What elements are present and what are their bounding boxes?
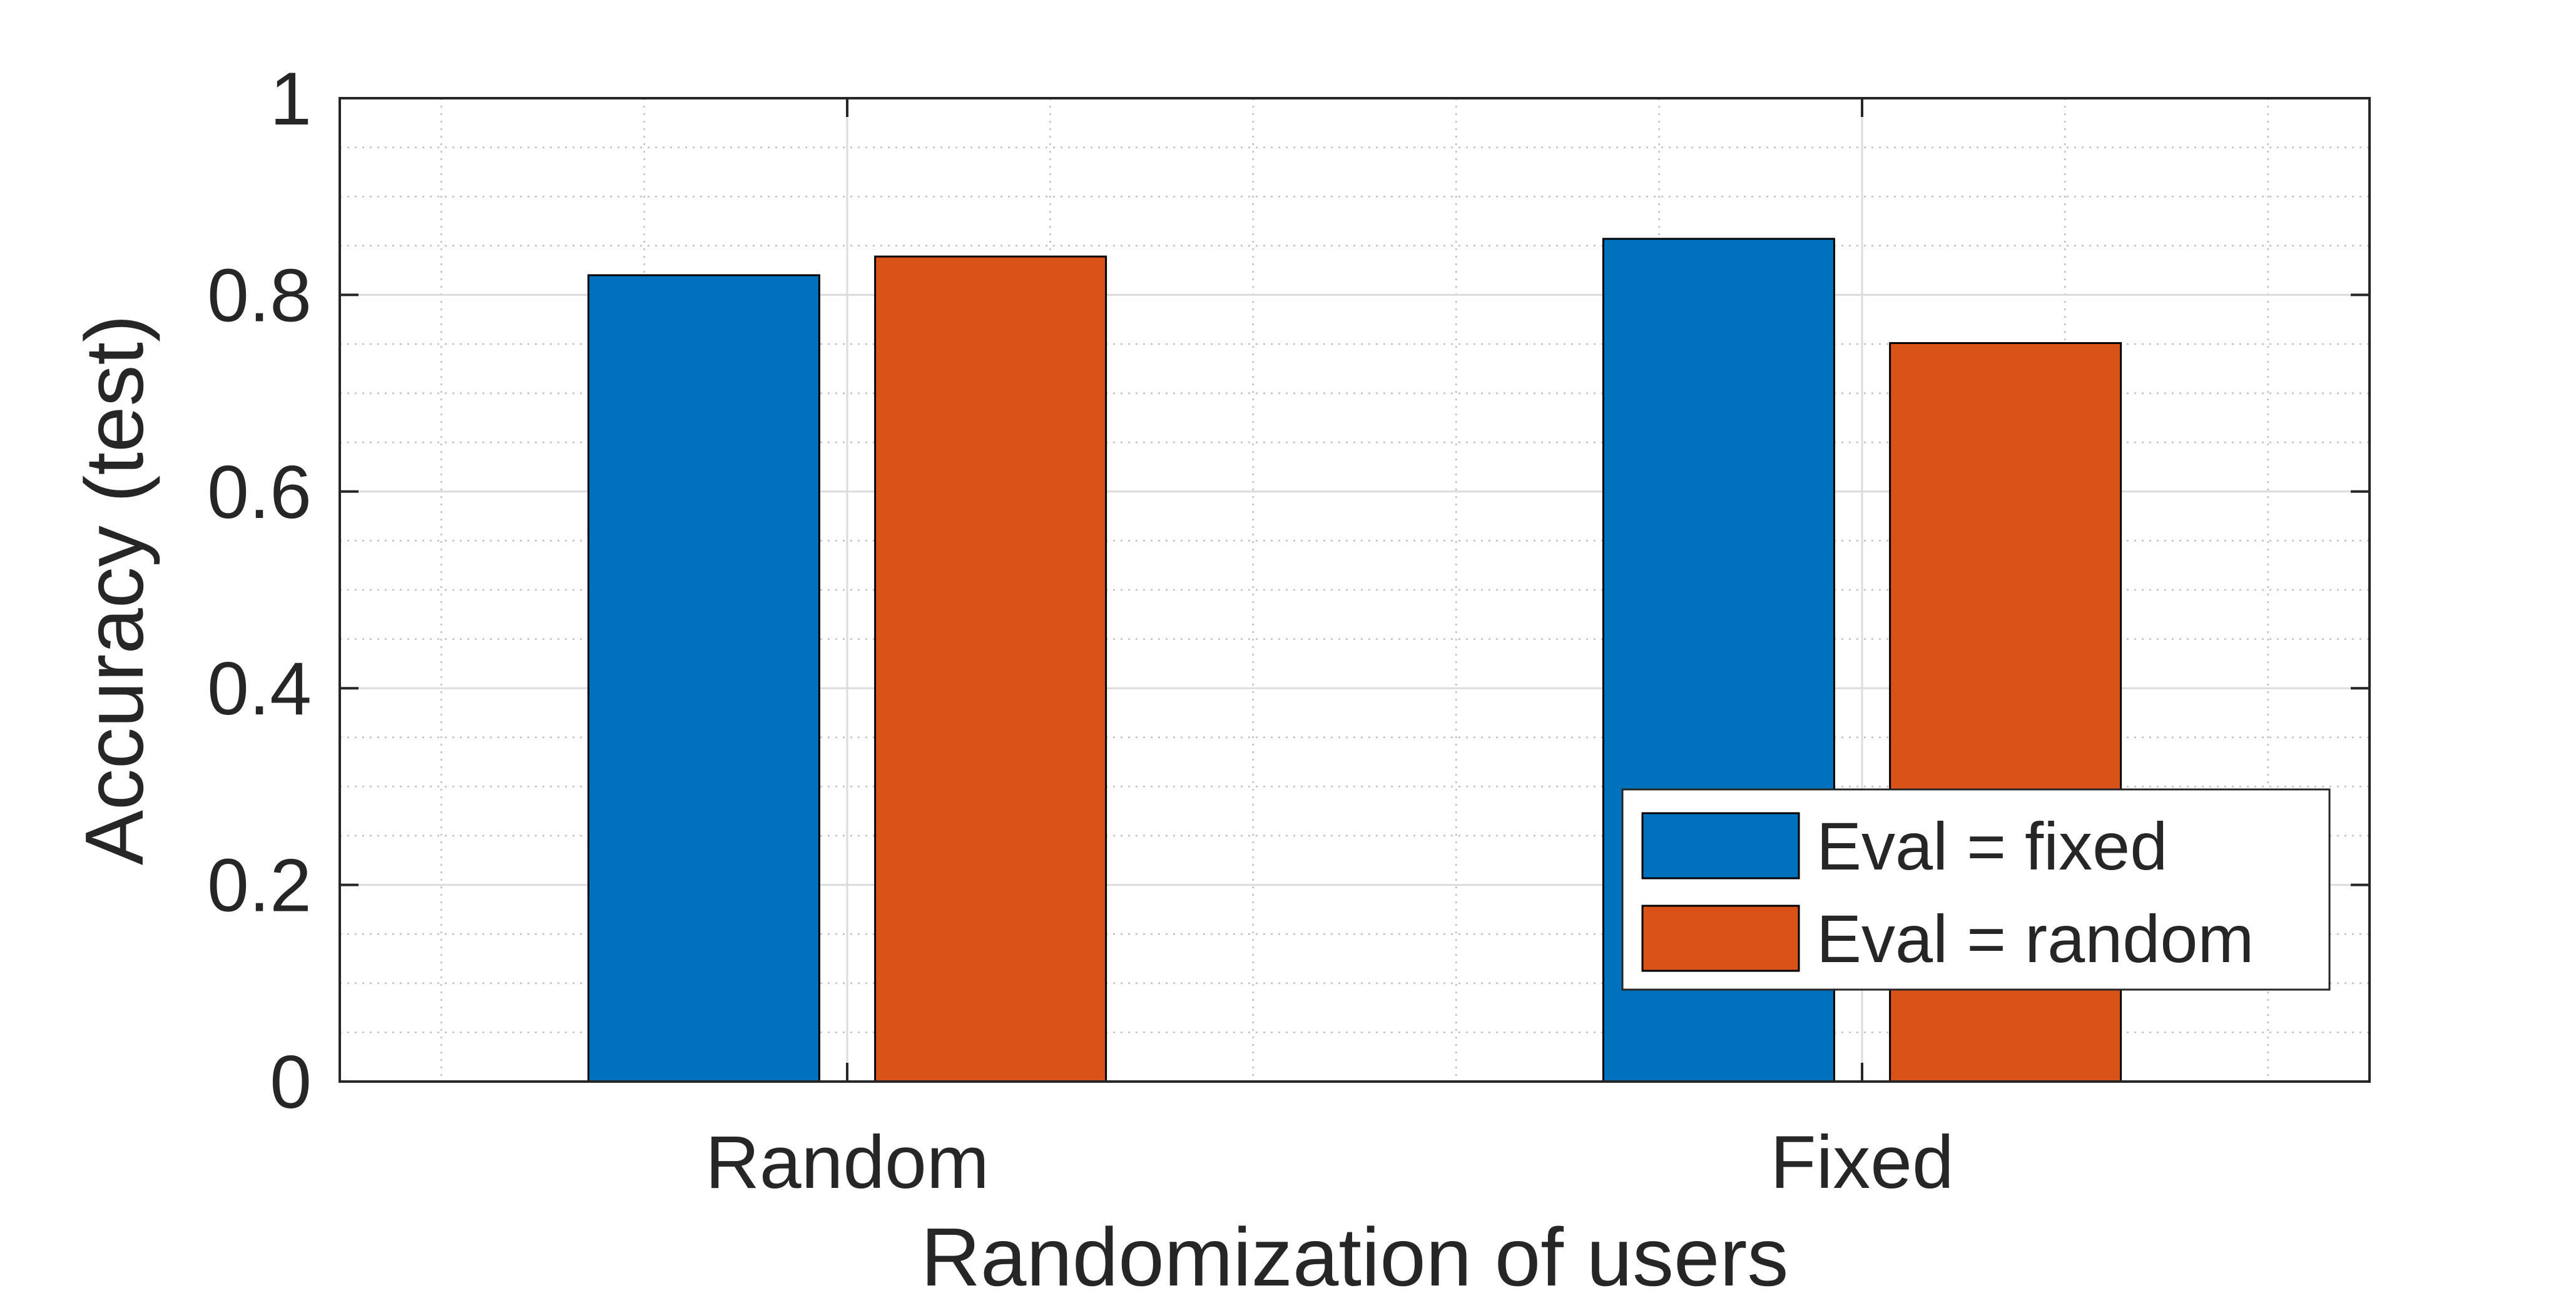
legend-swatch-eval-fixed	[1641, 812, 1800, 880]
bars	[587, 238, 2122, 1083]
x-tick-labels: Random Fixed	[705, 1120, 1954, 1204]
tick-marks	[340, 97, 2370, 1083]
y-tick-label: 0.8	[207, 253, 312, 337]
x-axis-label: Randomization of users	[921, 1211, 1789, 1303]
legend-label-eval-random: Eval = random	[1816, 901, 2254, 976]
y-tick-label: 0	[270, 1040, 312, 1124]
x-tick-label-fixed: Fixed	[1770, 1120, 1953, 1204]
y-tick-labels: 0 0.2 0.4 0.6 0.8 1	[207, 57, 312, 1124]
axes-box	[339, 97, 2371, 1083]
x-tick-label-random: Random	[705, 1120, 989, 1204]
y-tick-label: 0.4	[207, 647, 312, 731]
bar-eval-random-random	[874, 255, 1107, 1083]
legend: Eval = fixed Eval = random	[1621, 788, 2331, 991]
y-tick-label: 0.2	[207, 844, 312, 928]
legend-label-eval-fixed: Eval = fixed	[1816, 808, 2167, 884]
y-tick-label: 0.6	[207, 450, 312, 534]
y-axis-label: Accuracy (test)	[68, 315, 160, 865]
y-tick-label: 1	[270, 57, 312, 141]
bar-eval-fixed-random	[587, 274, 820, 1083]
plot-area	[339, 97, 2371, 1083]
legend-swatch-eval-random	[1641, 905, 1800, 972]
